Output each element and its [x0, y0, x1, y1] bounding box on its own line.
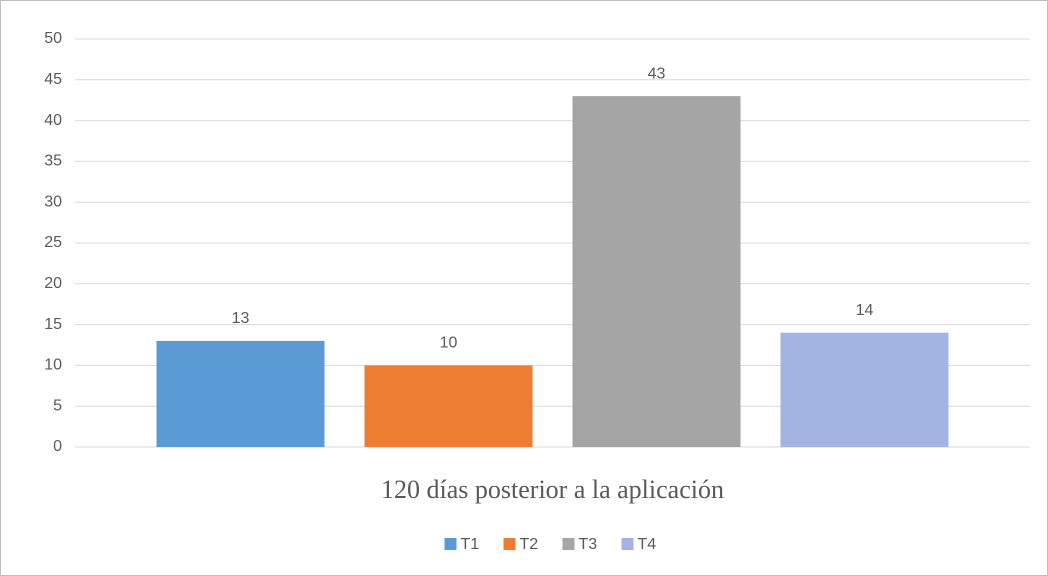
y-tick-label: 15 [44, 316, 62, 333]
bar [572, 96, 741, 448]
legend-label: T2 [520, 536, 539, 553]
legend-swatch [444, 538, 457, 550]
y-tick-label: 20 [44, 275, 62, 292]
legend-label: T1 [461, 536, 480, 553]
bar [364, 365, 533, 447]
data-label: 43 [648, 65, 666, 82]
legend-label: T3 [579, 536, 598, 553]
y-tick-label: 40 [44, 112, 62, 129]
y-tick-label: 5 [53, 397, 62, 414]
legend-swatch [562, 538, 575, 550]
y-tick-label: 45 [44, 71, 62, 88]
y-tick-label: 30 [44, 193, 62, 210]
y-tick-label: 0 [53, 438, 62, 455]
bar [156, 340, 325, 447]
y-tick-label: 35 [44, 153, 62, 170]
y-tick-label: 50 [44, 30, 62, 47]
y-tick-label: 10 [44, 357, 62, 374]
x-tick-label: 120 días posterior a la aplicación [381, 475, 724, 504]
data-label: 13 [232, 310, 250, 327]
legend-swatch [621, 538, 634, 550]
data-label: 10 [440, 335, 458, 352]
legend-swatch [503, 538, 516, 550]
y-tick-label: 25 [44, 234, 62, 251]
bar [780, 332, 949, 447]
data-label: 14 [856, 302, 874, 319]
legend-label: T4 [638, 536, 657, 553]
